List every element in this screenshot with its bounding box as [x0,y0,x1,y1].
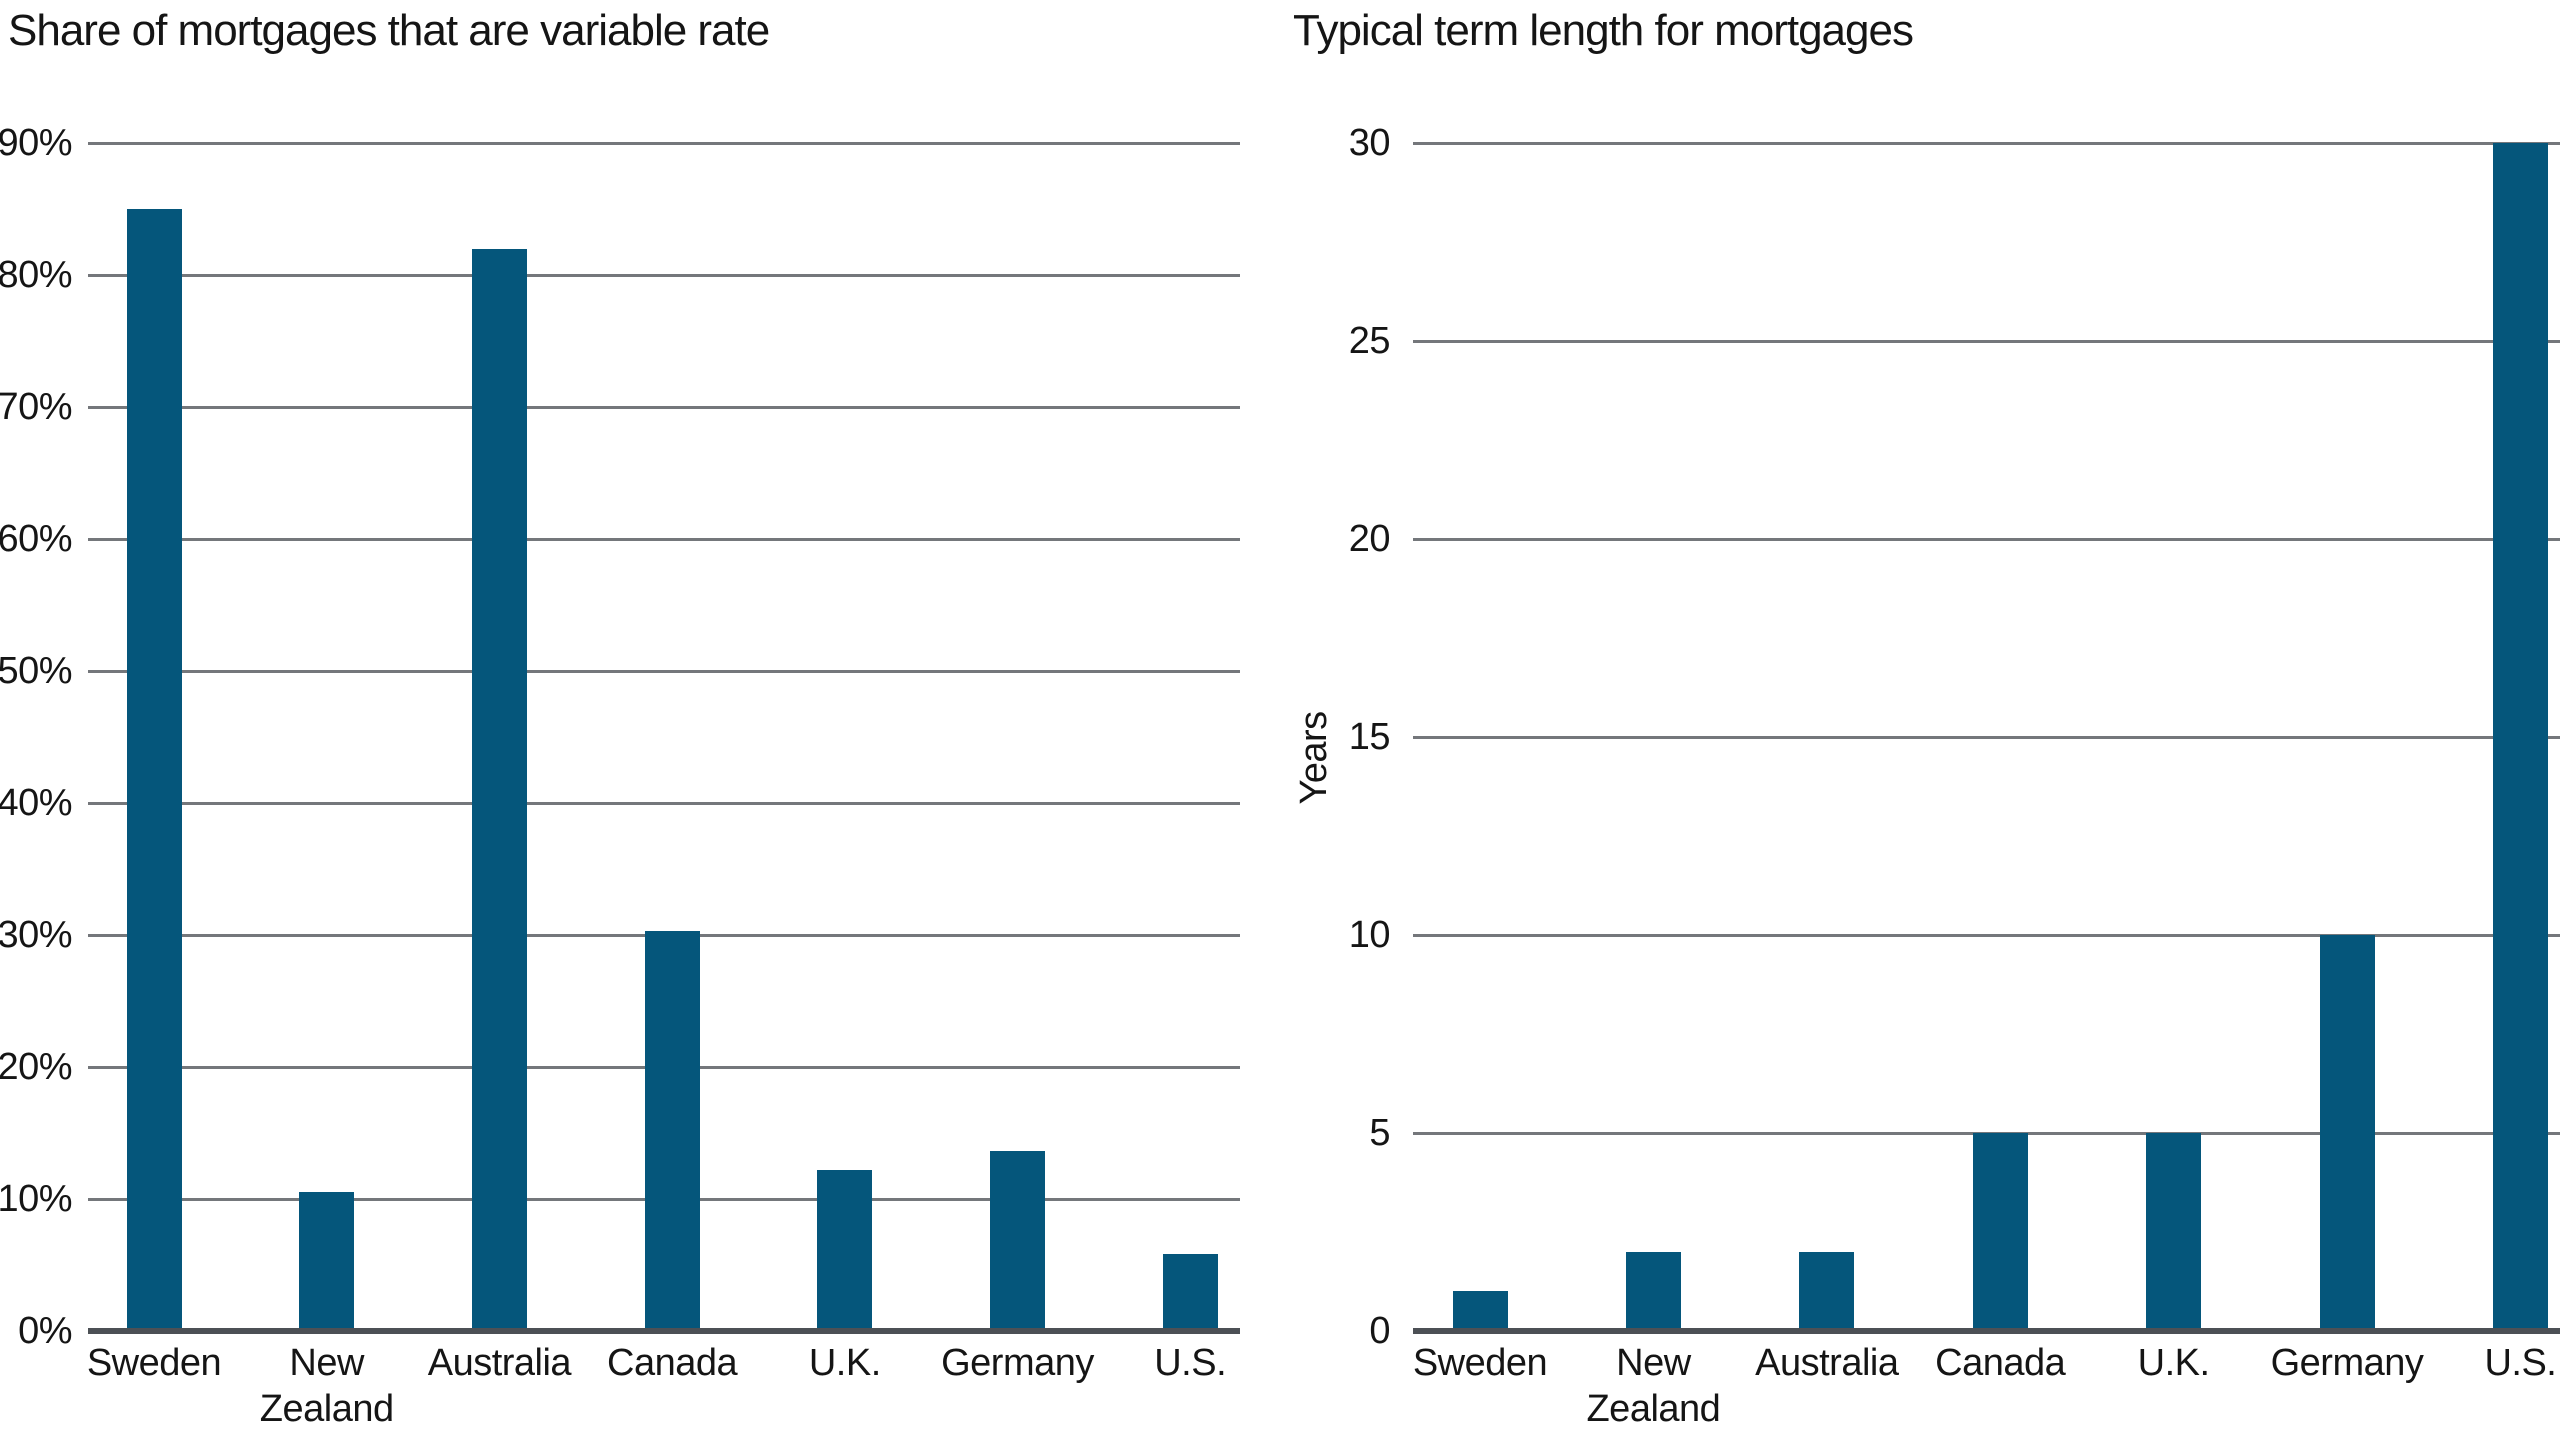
bar-u-k- [817,1169,873,1333]
bar-u-s- [1162,1254,1218,1333]
gridline [88,537,1240,541]
y-tick-label: 60% [0,518,73,560]
y-tick-label: 25 [1348,320,1391,362]
x-tick-label: U.K. [808,1342,881,1384]
y-tick-label: 20% [0,1046,73,1088]
y-tick-label: 80% [0,254,73,296]
y-tick-label: 10 [1348,914,1391,956]
gridline [88,141,1240,145]
y-tick-label: 90% [0,122,73,164]
x-tick-label: Sweden [1412,1342,1548,1384]
x-axis-line [1413,1328,2560,1334]
gridline [1413,933,2560,937]
gridline [88,273,1240,277]
bar-new-zealand [1625,1251,1681,1333]
y-tick-label: 0 [1369,1310,1390,1352]
y-tick-label: 40% [0,782,73,824]
bar-germany [990,1151,1045,1333]
bar-u-s- [2492,143,2548,1333]
bar-sweden [1452,1291,1508,1333]
bar-new-zealand [299,1192,355,1333]
x-tick-label: U.S. [1154,1342,1227,1384]
x-tick-label: Sweden [86,1342,222,1384]
y-tick-label: 20 [1348,518,1391,560]
bar-canada [644,931,700,1333]
bar-germany [2319,935,2375,1333]
x-tick-label: Canada [1935,1342,2066,1384]
x-tick-label: U.S. [2484,1342,2557,1384]
x-tick-label: Canada [607,1342,738,1384]
gridline [1413,339,2560,343]
y-tick-label: 15 [1348,716,1391,758]
bar-canada [1972,1133,2028,1333]
y-tick-label: 50% [0,650,73,692]
gridline [1413,537,2560,541]
y-tick-label: 30 [1348,122,1391,164]
y-tick-label: 10% [0,1178,73,1220]
y-tick-label: 30% [0,914,73,956]
gridline [1413,735,2560,739]
right-chart-title: Typical term length for mortgages [1293,6,1914,55]
bar-australia [1799,1251,1855,1333]
bar-australia [471,248,527,1333]
bar-sweden [126,209,182,1333]
x-tick-label: New Zealand [259,1342,394,1430]
y-tick-label: 70% [0,386,73,428]
x-tick-label: Australia [427,1342,572,1384]
x-axis-line [88,1328,1240,1334]
gridline [88,801,1240,805]
x-tick-label: U.K. [2137,1342,2210,1384]
x-tick-label: Germany [941,1342,1094,1384]
gridline [1413,141,2560,145]
gridline [88,405,1240,409]
bar-u-k- [2146,1133,2202,1333]
x-tick-label: Australia [1755,1342,1899,1384]
x-tick-label: New Zealand [1586,1342,1721,1430]
x-tick-label: Germany [2270,1342,2424,1384]
gridline [88,669,1240,673]
y-tick-label: 5 [1369,1112,1390,1154]
left-chart-title: Share of mortgages that are variable rat… [8,6,770,55]
y-tick-label: 0% [18,1310,72,1352]
